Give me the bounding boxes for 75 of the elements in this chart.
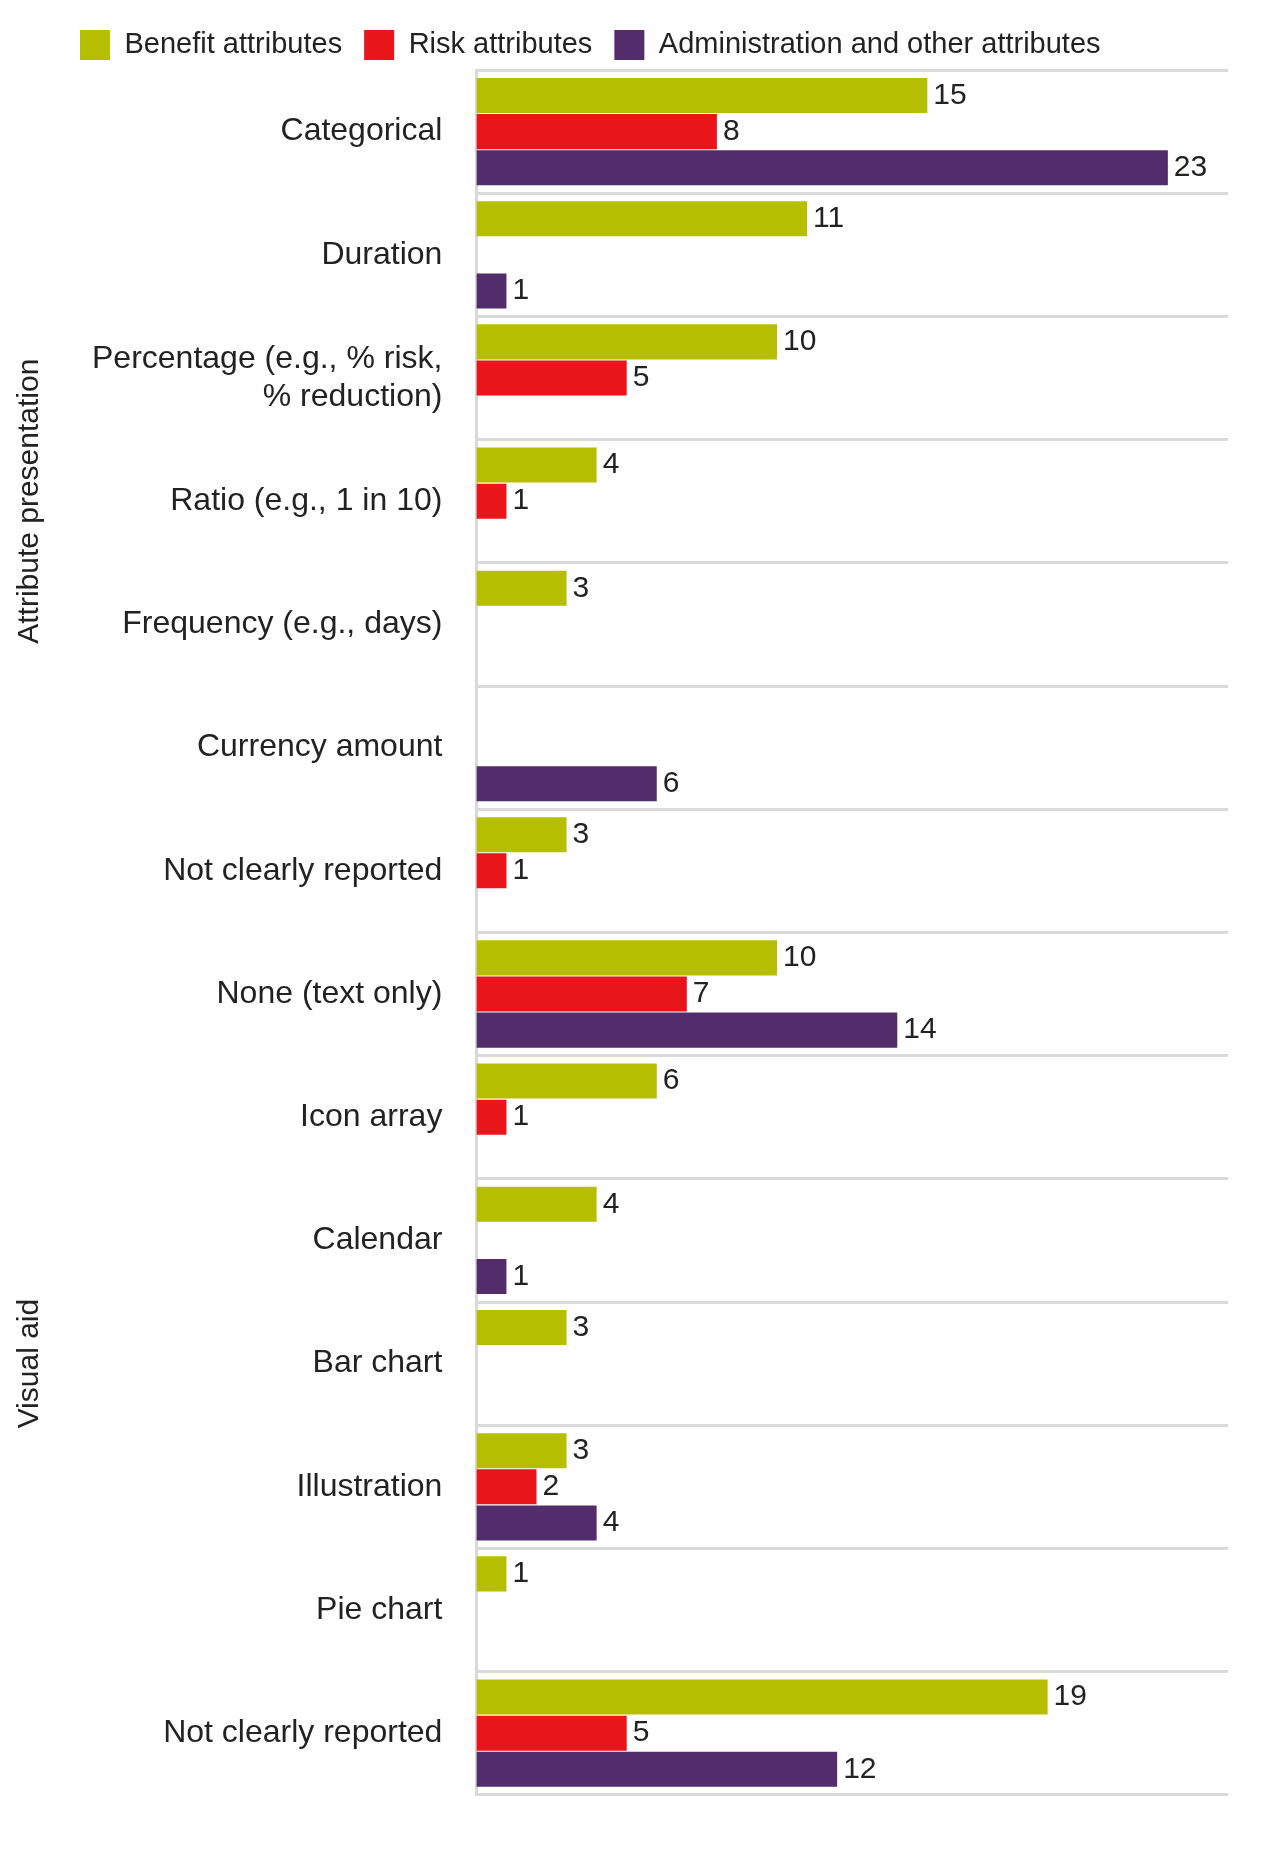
y-tick-label: Frequency (e.g., days) [122, 604, 443, 641]
data-label: 6 [662, 765, 680, 798]
bar [476, 853, 507, 889]
y-tick-label: Categorical [280, 111, 443, 148]
data-label: 6 [662, 1062, 680, 1096]
y-tick-label: None (text only) [216, 973, 443, 1010]
bar [476, 1469, 537, 1505]
bar [476, 1186, 597, 1222]
data-label: 5 [632, 1714, 650, 1748]
data-label: 15 [933, 76, 967, 110]
bar [476, 77, 928, 113]
legend-label: Administration and other attributes [658, 27, 1101, 59]
data-label: 23 [1173, 149, 1208, 182]
data-label: 19 [1053, 1678, 1087, 1712]
bar [476, 1063, 657, 1099]
y-tick-label: Not clearly reported [163, 850, 443, 887]
bar [476, 766, 657, 802]
legend-label: Benefit attributes [124, 27, 343, 59]
data-label: 10 [783, 939, 817, 973]
data-label: 1 [512, 852, 530, 886]
data-label: 1 [512, 1555, 530, 1589]
data-label: 5 [632, 359, 650, 393]
data-label: 7 [692, 975, 710, 1009]
bar [476, 1259, 507, 1295]
data-label: 2 [542, 1468, 560, 1502]
y-tick-label: Pie chart [316, 1589, 443, 1626]
bar [476, 324, 778, 360]
bar [476, 1679, 1048, 1715]
y-tick-label: Ratio (e.g., 1 in 10) [170, 481, 443, 518]
data-label: 1 [512, 1257, 530, 1291]
bar [476, 1505, 597, 1541]
data-label: 1 [512, 482, 530, 516]
bar [476, 273, 507, 309]
data-label: 1 [512, 272, 530, 306]
data-label: 4 [602, 1504, 620, 1538]
bar [476, 483, 507, 519]
bar [476, 447, 597, 483]
data-label: 4 [602, 446, 620, 480]
bar [476, 1715, 627, 1751]
bar [476, 570, 567, 606]
y-tick-label: Not clearly reported [163, 1713, 443, 1750]
bar [476, 1012, 898, 1048]
data-label: 14 [903, 1011, 937, 1045]
bar [476, 976, 687, 1012]
data-label: 10 [783, 323, 817, 357]
bar [476, 360, 627, 396]
data-label: 8 [722, 112, 740, 146]
y-tick-label: Calendar [312, 1220, 443, 1257]
bar [476, 201, 808, 237]
data-label: 3 [572, 1431, 590, 1465]
data-label: 1 [512, 1098, 530, 1132]
bar [476, 817, 567, 853]
data-label: 3 [572, 815, 590, 849]
data-label: 3 [572, 1308, 590, 1342]
y-tick-label: Currency amount [196, 727, 443, 764]
y-tick-label: Percentage (e.g., % risk, % reduction) [92, 338, 443, 414]
bar [476, 1556, 507, 1592]
legend-label: Risk attributes [408, 27, 593, 59]
data-label: 11 [813, 199, 845, 233]
bar [476, 114, 717, 150]
y-tick-label: Icon array [300, 1097, 443, 1134]
y-tick-label: Duration [321, 234, 443, 271]
bar [476, 1751, 838, 1787]
text: Attribute presentation [11, 358, 45, 644]
bar [476, 1099, 507, 1135]
data-label: 4 [602, 1185, 620, 1219]
bar [476, 940, 778, 976]
text: Visual aid [11, 1298, 45, 1429]
bar [476, 1309, 567, 1345]
y-tick-label: Illustration [296, 1466, 443, 1503]
bar [476, 150, 1168, 186]
data-label: 12 [843, 1750, 877, 1784]
bar [476, 1433, 567, 1469]
y-tick-label: Bar chart [312, 1343, 443, 1380]
data-label: 3 [572, 569, 590, 603]
